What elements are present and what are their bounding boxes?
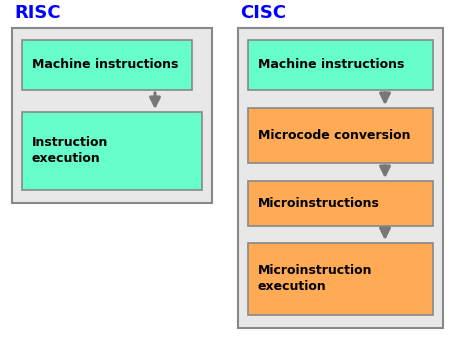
Text: Microinstructions: Microinstructions bbox=[258, 197, 380, 210]
Text: Microcode conversion: Microcode conversion bbox=[258, 129, 410, 142]
Text: Machine instructions: Machine instructions bbox=[32, 59, 179, 71]
Bar bbox=[22, 40, 192, 90]
Text: CISC: CISC bbox=[240, 4, 286, 22]
Text: Instruction
execution: Instruction execution bbox=[32, 136, 108, 165]
Bar bbox=[248, 40, 433, 90]
Bar bbox=[22, 112, 202, 190]
Bar bbox=[238, 28, 443, 328]
Bar bbox=[248, 243, 433, 315]
Bar bbox=[248, 108, 433, 163]
Text: Machine instructions: Machine instructions bbox=[258, 59, 405, 71]
Text: RISC: RISC bbox=[14, 4, 60, 22]
Text: Microinstruction
execution: Microinstruction execution bbox=[258, 265, 373, 294]
Bar bbox=[248, 181, 433, 226]
Bar bbox=[12, 28, 212, 203]
